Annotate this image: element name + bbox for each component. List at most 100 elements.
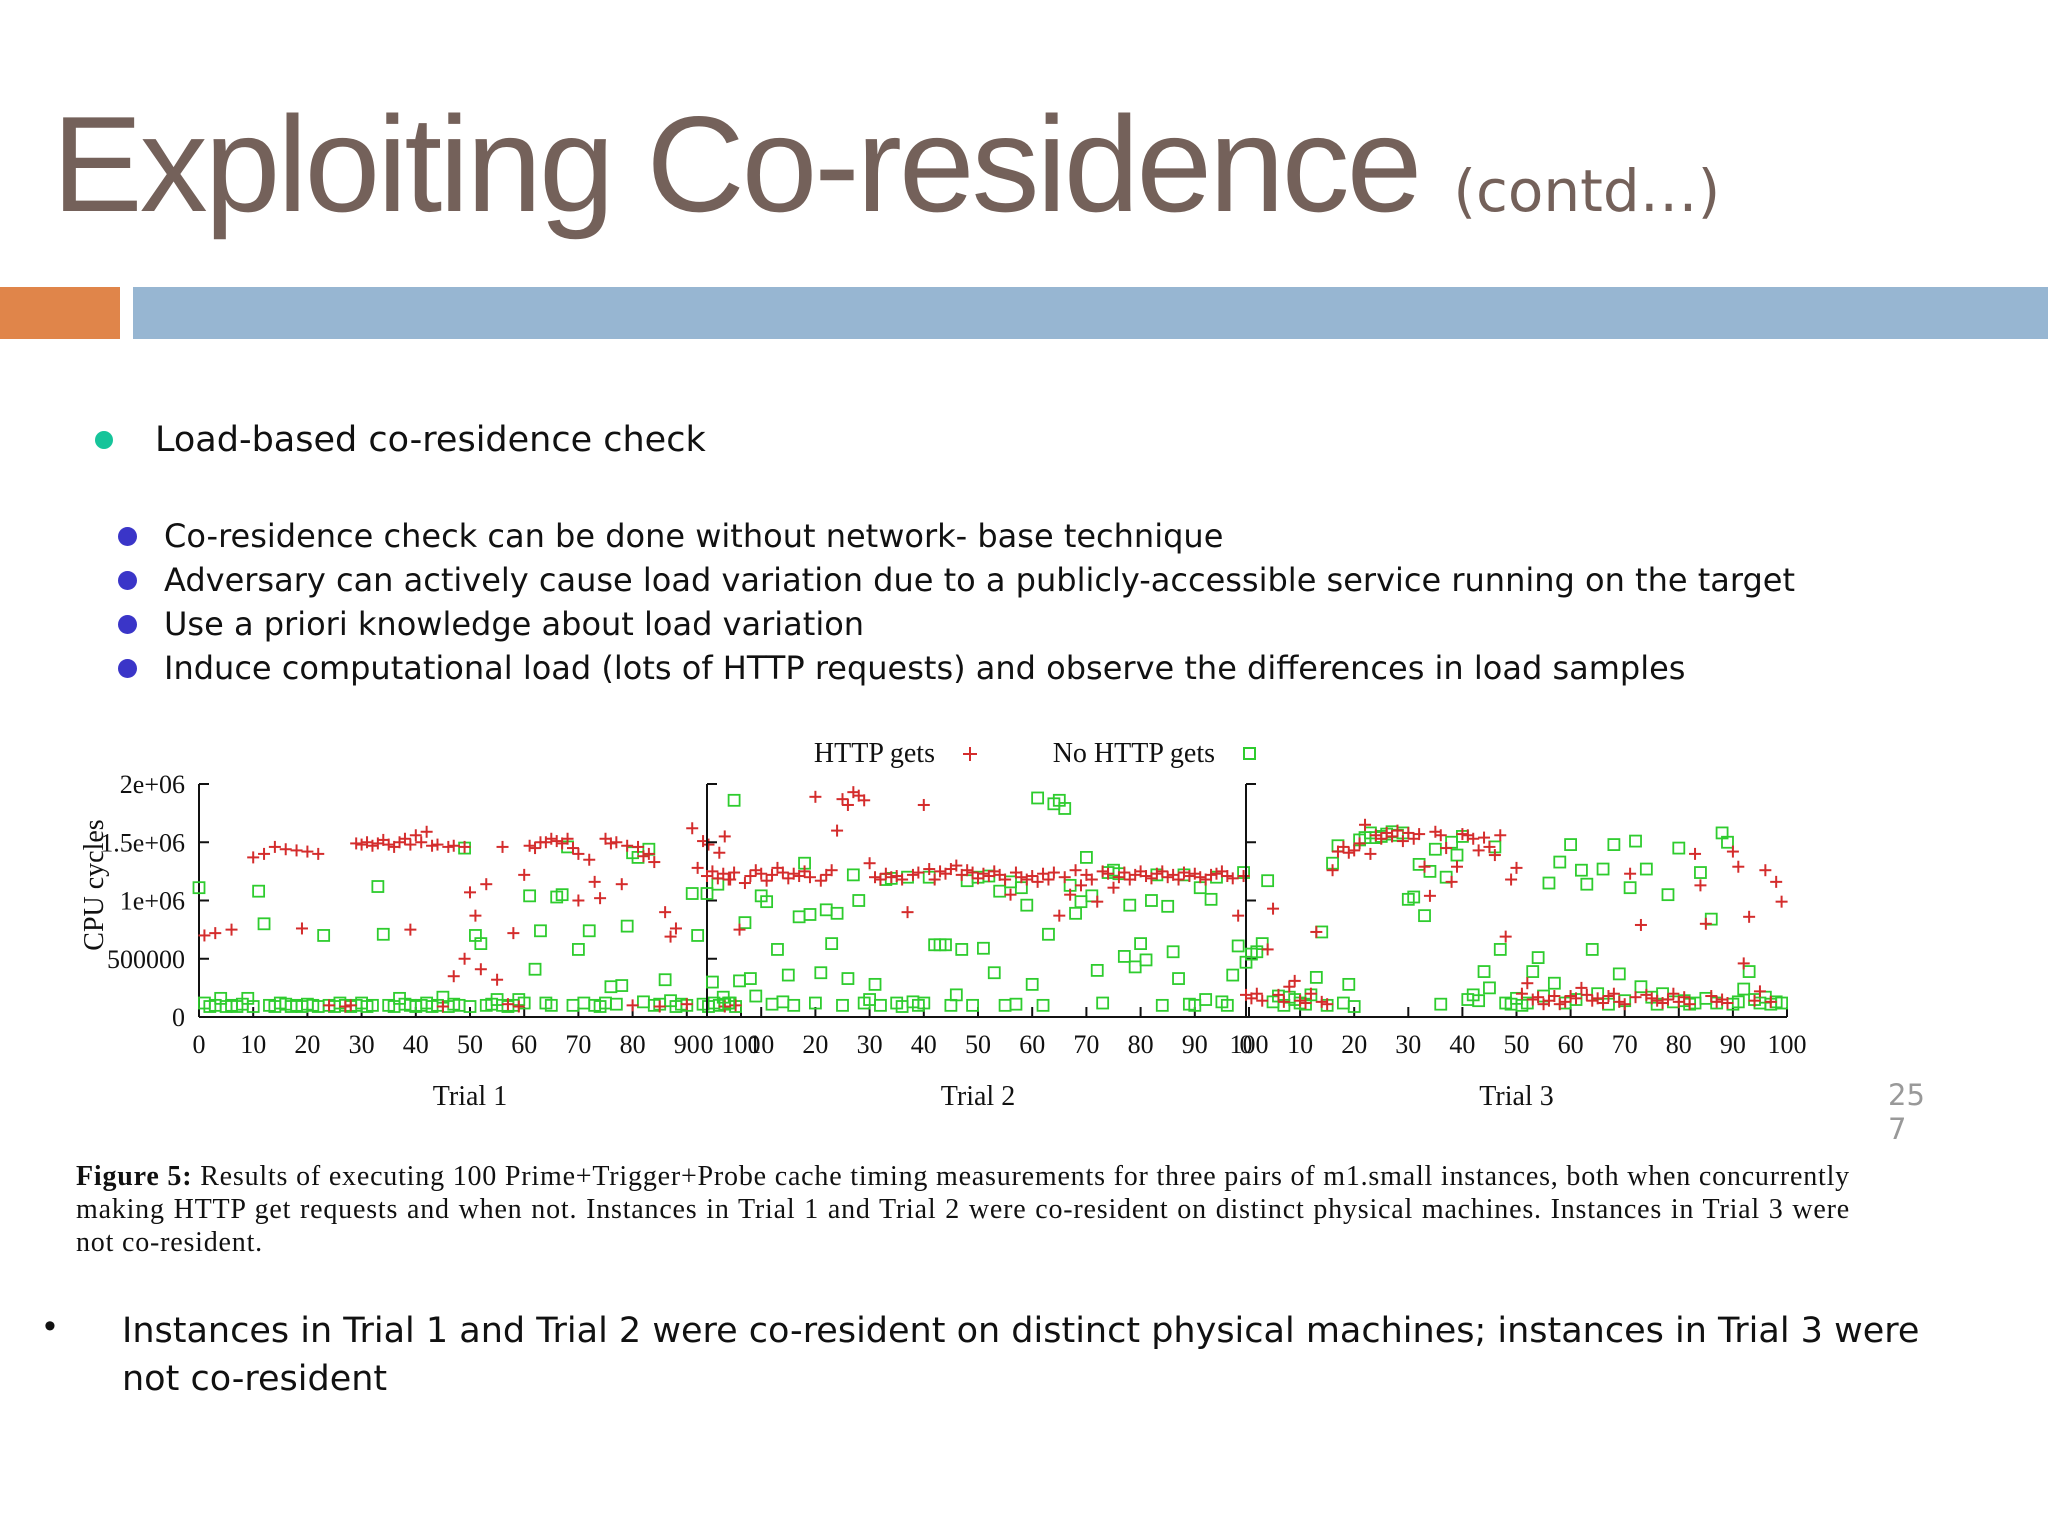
nohttp-point — [733, 974, 746, 988]
http-point — [1256, 994, 1269, 1007]
http-point — [594, 892, 607, 905]
http-point — [934, 865, 947, 878]
bullet-dot-icon — [118, 570, 137, 590]
http-point — [1423, 889, 1436, 902]
x-tick-label: 100 — [1230, 1030, 1269, 1059]
http-point — [1597, 997, 1610, 1010]
http-point — [1118, 866, 1131, 879]
x-tick-label: 0 — [1240, 1030, 1253, 1059]
http-point — [1559, 995, 1572, 1008]
http-point — [1221, 870, 1234, 883]
http-point — [1096, 865, 1109, 878]
http-point — [323, 999, 336, 1012]
nohttp-point — [1347, 1000, 1361, 1013]
nohttp-point — [706, 975, 719, 989]
http-point — [669, 922, 682, 935]
title-main: Exploiting Co-residence — [52, 88, 1422, 240]
http-point — [1467, 832, 1480, 845]
nohttp-point — [463, 1000, 477, 1013]
http-point — [312, 847, 325, 860]
http-point — [1678, 991, 1691, 1004]
http-point — [825, 864, 838, 877]
nohttp-point — [819, 903, 833, 917]
http-point — [621, 839, 634, 852]
nohttp-point — [1542, 876, 1556, 890]
nohttp-point — [637, 995, 650, 1009]
http-point — [1026, 870, 1039, 883]
http-point — [1488, 849, 1501, 862]
nohttp-point — [966, 998, 979, 1012]
nohttp-point — [1172, 972, 1185, 985]
http-point — [718, 830, 731, 843]
http-point — [1726, 845, 1739, 858]
x-axis-label: Trial 3 — [1479, 1081, 1553, 1112]
nohttp-point — [787, 998, 801, 1012]
nohttp-point — [555, 888, 569, 902]
nohttp-point — [814, 966, 828, 980]
http-point — [733, 923, 746, 936]
legend-http-marker — [963, 747, 977, 761]
nohttp-point — [1661, 888, 1675, 902]
http-point — [1645, 992, 1658, 1005]
http-point — [436, 1000, 449, 1013]
http-point — [1526, 993, 1539, 1006]
http-point — [1651, 994, 1664, 1007]
http-point — [523, 839, 536, 852]
http-point — [290, 844, 303, 857]
x-tick-label: 70 — [1612, 1030, 1638, 1059]
http-point — [1564, 990, 1577, 1003]
http-point — [1613, 995, 1626, 1008]
http-point — [1694, 879, 1707, 892]
http-point — [836, 793, 849, 806]
http-point — [615, 878, 628, 891]
nohttp-point — [765, 997, 779, 1011]
http-point — [648, 856, 661, 869]
nohttp-point — [722, 996, 736, 1010]
nohttp-point — [825, 937, 839, 951]
http-point — [1710, 995, 1723, 1008]
nohttp-point — [1166, 945, 1180, 959]
http-point — [1515, 987, 1528, 1000]
http-point — [588, 875, 601, 888]
http-point — [1634, 918, 1647, 931]
http-point — [1277, 995, 1290, 1008]
nohttp-point — [1575, 863, 1588, 877]
nohttp-point — [700, 887, 714, 900]
http-point — [1705, 990, 1718, 1003]
nohttp-point — [1564, 838, 1577, 851]
nohttp-point — [955, 943, 969, 956]
http-point — [1348, 844, 1361, 857]
http-point — [545, 832, 558, 845]
http-point — [1359, 818, 1372, 831]
nohttp-point — [1472, 994, 1486, 1008]
http-point — [550, 835, 563, 848]
y-tick-label: 1e+06 — [120, 887, 185, 916]
nohttp-point — [1553, 855, 1567, 869]
http-point — [1618, 998, 1631, 1011]
http-point — [831, 824, 844, 837]
bullet-dot-icon — [95, 431, 113, 449]
http-point — [1494, 829, 1507, 842]
nohttp-point — [781, 968, 795, 982]
http-point — [1413, 828, 1426, 841]
nohttp-point — [685, 887, 699, 900]
http-point — [447, 839, 460, 852]
sub-bullet-text: Induce computational load (lots of HTTP … — [164, 649, 1686, 687]
nohttp-point — [252, 884, 266, 898]
http-point — [928, 873, 941, 886]
x-tick-label: 90 — [1720, 1030, 1746, 1059]
http-point — [301, 845, 314, 858]
http-point — [632, 840, 645, 853]
sub-bullet-text: Co-residence check can be done without n… — [164, 517, 1224, 555]
http-point — [1396, 835, 1409, 848]
nohttp-point — [1199, 993, 1213, 1006]
x-tick-label: 50 — [457, 1030, 483, 1059]
http-point — [1107, 881, 1120, 894]
http-point — [339, 1000, 352, 1013]
sub-bullet: Use a priori knowledge about load variat… — [118, 602, 1795, 646]
nohttp-point — [1139, 953, 1153, 967]
nohttp-point — [246, 1000, 260, 1013]
caption-text: Results of executing 100 Prime+Trigger+P… — [76, 1161, 1850, 1258]
nohttp-point — [528, 962, 542, 976]
x-axis-label: Trial 2 — [941, 1081, 1015, 1112]
